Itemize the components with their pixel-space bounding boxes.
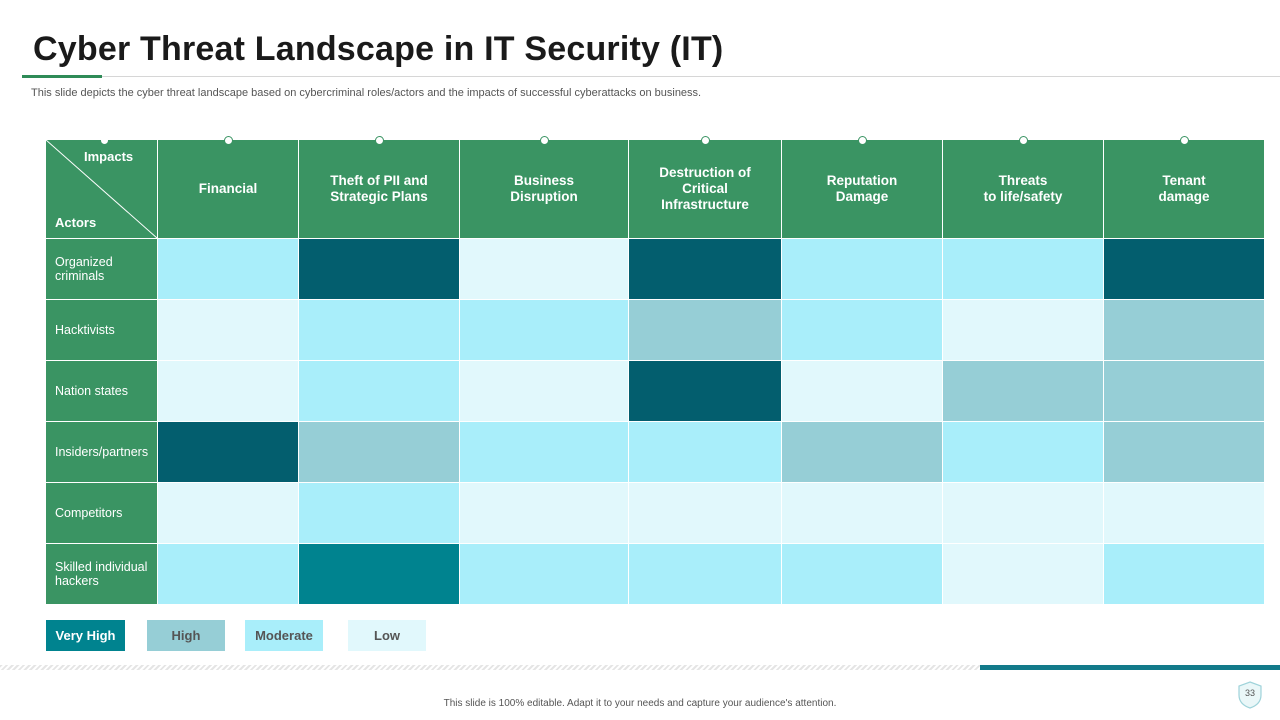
column-header-business-disruption: Business Disruption [460, 136, 628, 238]
row-header-skilled-individual-hackers: Skilled individual hackers [46, 544, 157, 604]
matrix-cell [1104, 483, 1264, 543]
matrix-cell [158, 300, 298, 360]
matrix-cell [782, 361, 942, 421]
connector-dot-icon [375, 136, 384, 145]
matrix-cell [782, 300, 942, 360]
connector-dot-icon [100, 140, 109, 145]
matrix-cell [1104, 300, 1264, 360]
matrix-cell [629, 483, 781, 543]
matrix-cell [782, 483, 942, 543]
matrix-cell [782, 239, 942, 299]
diagonal-divider [46, 140, 157, 238]
row-header-nation-states: Nation states [46, 361, 157, 421]
title-accent-bar [22, 75, 102, 78]
matrix-cell [460, 300, 628, 360]
slide-description: This slide depicts the cyber threat land… [31, 87, 702, 99]
footer-note: This slide is 100% editable. Adapt it to… [443, 698, 837, 709]
matrix-cell [460, 361, 628, 421]
matrix-cell [158, 361, 298, 421]
footer-accent-bar [980, 665, 1280, 670]
matrix-cell [943, 361, 1103, 421]
matrix-cell [299, 300, 459, 360]
matrix-cell [158, 239, 298, 299]
matrix-cell [943, 544, 1103, 604]
matrix-cell [460, 544, 628, 604]
row-header-insiders-partners: Insiders/partners [46, 422, 157, 482]
legend-very-high: Very High [46, 620, 125, 651]
matrix-cell [158, 544, 298, 604]
matrix-cell [1104, 239, 1264, 299]
matrix-cell [299, 422, 459, 482]
matrix-cell [629, 239, 781, 299]
matrix-cell [299, 544, 459, 604]
matrix-cell [1104, 361, 1264, 421]
matrix-cell [943, 483, 1103, 543]
page-number: 33 [1244, 688, 1255, 698]
matrix-cell [1104, 422, 1264, 482]
matrix-cell [158, 422, 298, 482]
column-header-tenant-damage: Tenant damage [1104, 136, 1264, 238]
column-header-financial: Financial [158, 136, 298, 238]
matrix-cell [629, 361, 781, 421]
legend-high: High [147, 620, 225, 651]
matrix-corner: Impacts Actors [46, 140, 157, 238]
matrix-cell [460, 422, 628, 482]
matrix-cell [782, 422, 942, 482]
matrix-cell [943, 422, 1103, 482]
matrix-cell [299, 483, 459, 543]
matrix-cell [299, 239, 459, 299]
matrix-cell [460, 483, 628, 543]
column-header-destruction-of-infrastructure: Destruction of Critical Infrastructure [629, 136, 781, 238]
matrix-cell [629, 422, 781, 482]
column-header-reputation-damage: Reputation Damage [782, 136, 942, 238]
corner-actors-label: Actors [55, 215, 97, 230]
matrix-cell [943, 239, 1103, 299]
column-header-theft-of-pii: Theft of PII and Strategic Plans [299, 136, 459, 238]
row-header-competitors: Competitors [46, 483, 157, 543]
shield-icon [1238, 681, 1262, 709]
page-title: Cyber Threat Landscape in IT Security (I… [33, 30, 724, 68]
connector-dot-icon [540, 136, 549, 145]
matrix-cell [782, 544, 942, 604]
threat-matrix: Impacts Actors Financial Theft of PII an… [46, 136, 1264, 604]
footer-hatch-strip [0, 665, 980, 670]
connector-dot-icon [1019, 136, 1028, 145]
column-header-threats-to-life-safety: Threats to life/safety [943, 136, 1103, 238]
matrix-cell [943, 300, 1103, 360]
row-header-hacktivists: Hacktivists [46, 300, 157, 360]
legend-low: Low [348, 620, 426, 651]
matrix-cell [158, 483, 298, 543]
matrix-cell [629, 544, 781, 604]
matrix-cell [629, 300, 781, 360]
corner-impacts-label: Impacts [84, 149, 134, 164]
connector-dot-icon [224, 136, 233, 145]
connector-dot-icon [701, 136, 710, 145]
row-header-organized-criminals: Organized criminals [46, 239, 157, 299]
legend-moderate: Moderate [245, 620, 323, 651]
matrix-cell [299, 361, 459, 421]
connector-dot-icon [1180, 136, 1189, 145]
matrix-cell [460, 239, 628, 299]
connector-dot-icon [858, 136, 867, 145]
matrix-cell [1104, 544, 1264, 604]
title-divider [22, 76, 1280, 77]
